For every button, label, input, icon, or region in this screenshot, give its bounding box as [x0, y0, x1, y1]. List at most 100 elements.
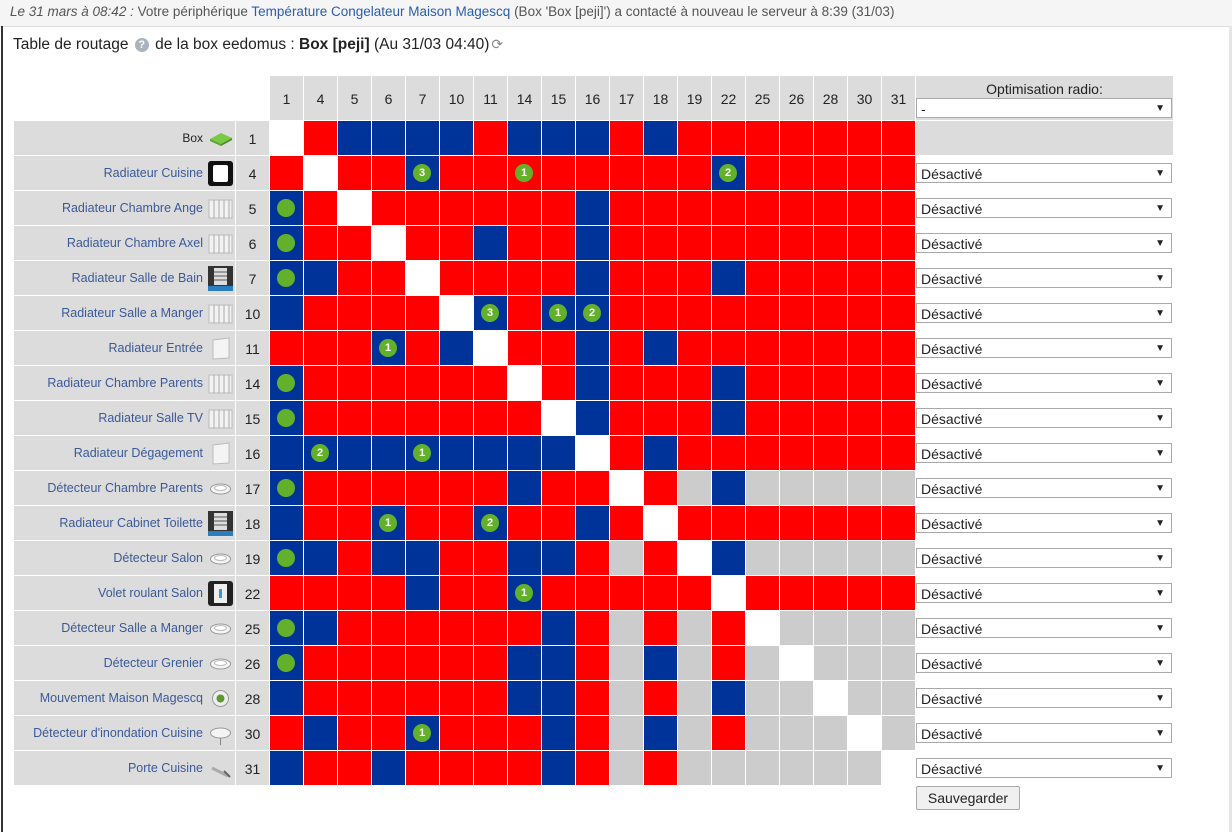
route-cell [576, 506, 609, 540]
route-cell [882, 401, 915, 435]
device-link[interactable]: Radiateur Dégagement [73, 446, 203, 460]
box-icon [208, 126, 233, 151]
device-link[interactable]: Porte Cuisine [127, 761, 203, 775]
route-cell [678, 751, 711, 785]
route-cell [848, 716, 881, 750]
page-title: Table de routage ? de la box eedomus : B… [13, 36, 503, 54]
route-cell [406, 261, 439, 295]
route-hop-badge: 1 [413, 444, 431, 462]
device-link[interactable]: Radiateur Chambre Parents [47, 376, 203, 390]
route-cell [406, 681, 439, 715]
device-link[interactable]: Radiateur Chambre Ange [61, 201, 203, 215]
optimisation-select[interactable]: Désactivé ▼ [916, 758, 1172, 778]
device-link[interactable]: Détecteur Grenier [103, 656, 203, 670]
device-link[interactable]: Radiateur Salle TV [98, 411, 203, 425]
route-cell [406, 541, 439, 575]
device-link[interactable]: Radiateur Chambre Axel [66, 236, 203, 250]
optimisation-select[interactable]: Désactivé ▼ [916, 723, 1172, 743]
save-button[interactable]: Sauvegarder [916, 786, 1020, 810]
row-label: Volet roulant Salon [14, 576, 235, 610]
optimisation-select[interactable]: Désactivé ▼ [916, 443, 1172, 463]
optimisation-select[interactable]: Désactivé ▼ [916, 618, 1172, 638]
left-border [1, 26, 3, 832]
help-icon[interactable]: ? [134, 38, 149, 52]
route-cell [780, 191, 813, 225]
device-link[interactable]: Radiateur Entrée [108, 341, 203, 355]
route-cell [780, 541, 813, 575]
device-link[interactable]: Radiateur Salle de Bain [71, 271, 203, 285]
column-header: 10 [440, 76, 473, 120]
optimisation-select[interactable]: Désactivé ▼ [916, 303, 1172, 323]
row-label: Radiateur Chambre Parents [14, 366, 235, 400]
route-cell [678, 506, 711, 540]
route-cell: 1 [372, 506, 405, 540]
route-cell [780, 681, 813, 715]
route-hop-badge: 1 [549, 304, 567, 322]
optimisation-global-select[interactable]: - ▼ [916, 98, 1172, 118]
route-cell: 2 [304, 436, 337, 470]
route-cell [610, 751, 643, 785]
route-cell [644, 541, 677, 575]
device-link[interactable]: Détecteur Salon [113, 551, 203, 565]
route-cell [746, 751, 779, 785]
chevron-down-icon: ▼ [1155, 308, 1165, 319]
optimisation-select[interactable]: Désactivé ▼ [916, 688, 1172, 708]
chevron-down-icon: ▼ [1155, 728, 1165, 739]
device-link[interactable]: Détecteur Salle a Manger [61, 621, 203, 635]
device-link[interactable]: Radiateur Salle a Manger [61, 306, 203, 320]
route-cell [338, 541, 371, 575]
device-link[interactable]: Radiateur Cabinet Toilette [59, 516, 203, 530]
notification-device-link[interactable]: Température Congelateur Maison Magescq [251, 4, 511, 19]
route-hop-badge [277, 409, 295, 427]
route-cell [406, 331, 439, 365]
device-link[interactable]: Mouvement Maison Magescq [39, 691, 203, 705]
optimisation-select[interactable]: Désactivé ▼ [916, 548, 1172, 568]
route-cell [882, 716, 915, 750]
towel-radiator-icon [208, 266, 233, 291]
route-cell [338, 576, 371, 610]
device-link[interactable]: Volet roulant Salon [98, 586, 203, 600]
device-link[interactable]: Détecteur Chambre Parents [47, 481, 203, 495]
route-cell [678, 401, 711, 435]
route-cell [644, 226, 677, 260]
optimisation-select[interactable]: Désactivé ▼ [916, 163, 1172, 183]
refresh-icon[interactable]: ⟳ [491, 36, 504, 52]
optimisation-select[interactable]: Désactivé ▼ [916, 478, 1172, 498]
device-link[interactable]: Détecteur d'inondation Cuisine [33, 726, 203, 740]
row-label: Radiateur Entrée [14, 331, 235, 365]
route-cell [780, 716, 813, 750]
route-cell [542, 156, 575, 190]
route-hop-badge: 1 [413, 724, 431, 742]
route-cell [474, 226, 507, 260]
route-cell [678, 576, 711, 610]
route-cell [304, 471, 337, 505]
optimisation-select[interactable]: Désactivé ▼ [916, 198, 1172, 218]
route-cell [780, 646, 813, 680]
optimisation-select[interactable]: Désactivé ▼ [916, 583, 1172, 603]
route-cell [304, 681, 337, 715]
chevron-down-icon: ▼ [1155, 413, 1165, 424]
route-cell [780, 506, 813, 540]
optimisation-select[interactable]: Désactivé ▼ [916, 513, 1172, 533]
optimisation-select[interactable]: Désactivé ▼ [916, 373, 1172, 393]
optimisation-select[interactable]: Désactivé ▼ [916, 268, 1172, 288]
route-cell [610, 681, 643, 715]
route-cell [474, 191, 507, 225]
optimisation-select[interactable]: Désactivé ▼ [916, 233, 1172, 253]
route-hop-badge: 2 [481, 514, 499, 532]
route-cell [780, 261, 813, 295]
route-cell [304, 751, 337, 785]
device-link[interactable]: Radiateur Cuisine [103, 166, 203, 180]
row-id: 17 [236, 471, 269, 505]
panel-radiator-icon [208, 441, 233, 466]
route-cell [848, 611, 881, 645]
optimisation-select[interactable]: Désactivé ▼ [916, 338, 1172, 358]
optimisation-select[interactable]: Désactivé ▼ [916, 408, 1172, 428]
route-cell [542, 471, 575, 505]
select-value: Désactivé [921, 411, 983, 427]
route-cell [406, 576, 439, 610]
optimisation-select[interactable]: Désactivé ▼ [916, 653, 1172, 673]
route-cell [644, 156, 677, 190]
chevron-down-icon: ▼ [1155, 658, 1165, 669]
route-cell [440, 751, 473, 785]
